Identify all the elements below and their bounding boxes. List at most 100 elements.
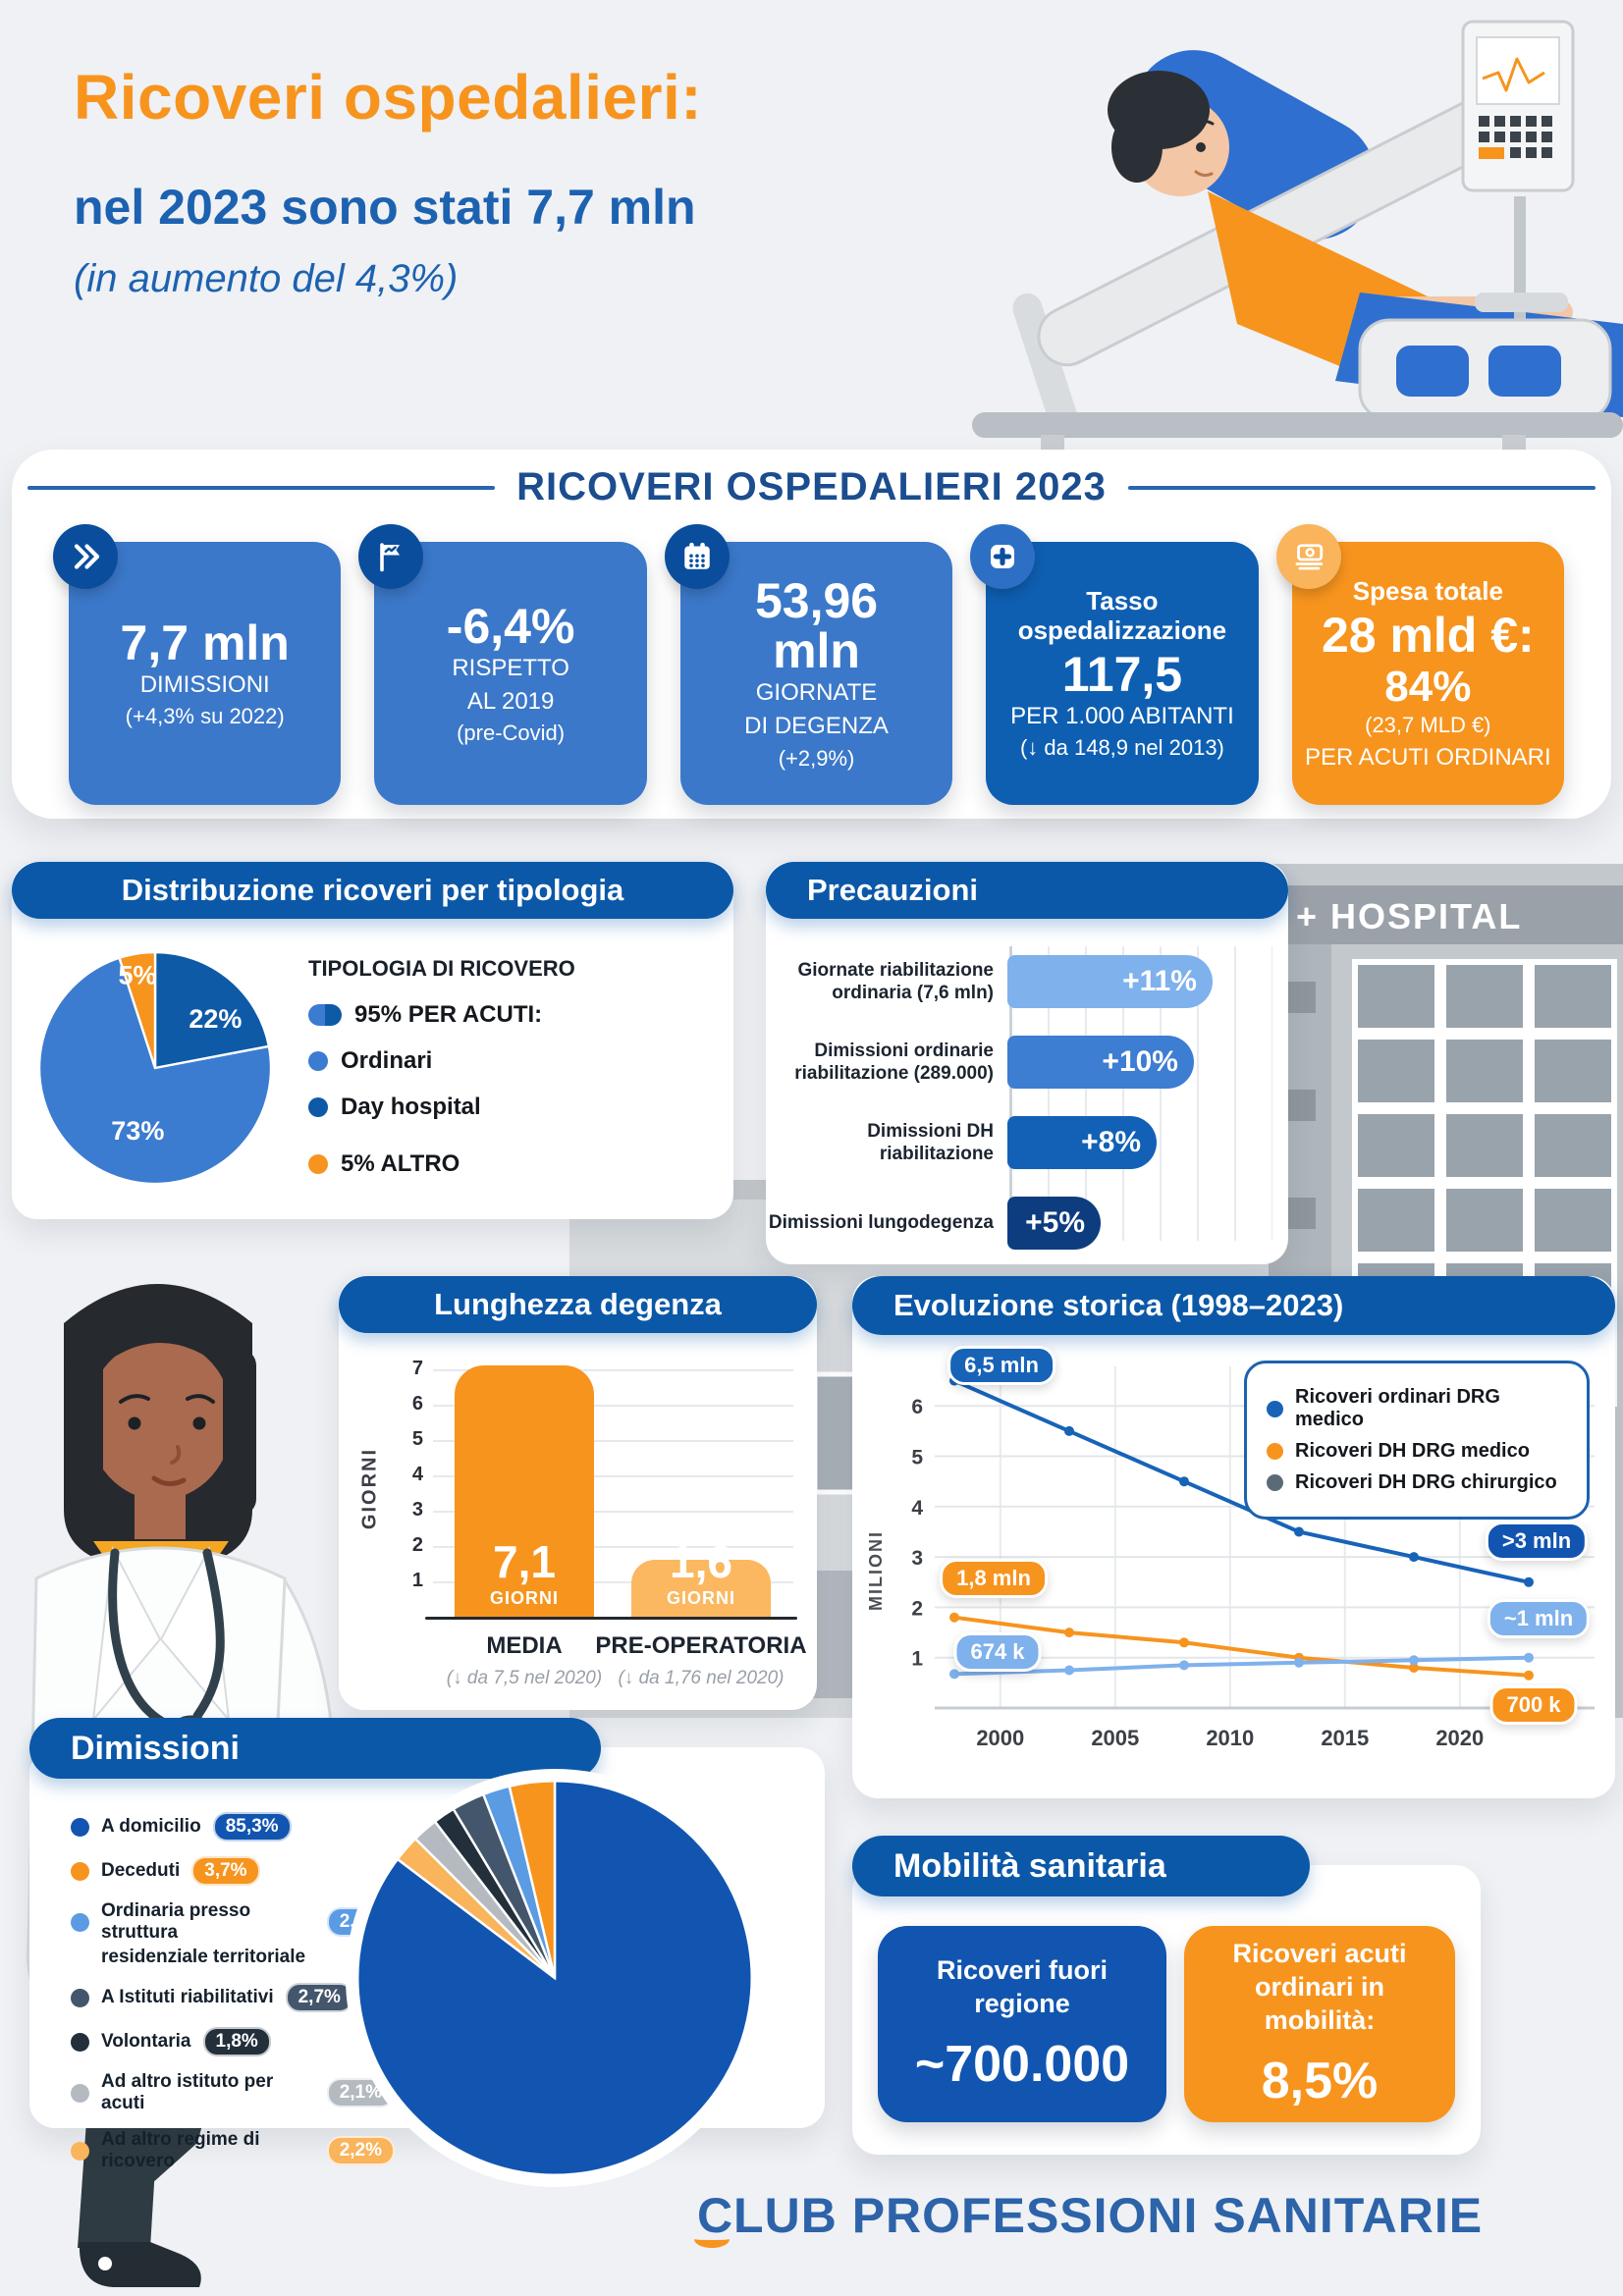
stat-card-line: PER ACUTI ORDINARI — [1304, 743, 1551, 771]
typology-legend-label: Ordinari — [341, 1047, 433, 1074]
dimissioni-legend-item: A Istituti riabilitativi 2,7% — [71, 1983, 395, 2012]
stat-card-line: RISPETTO — [452, 654, 569, 681]
stat-card-value: 53,96 mln — [754, 573, 879, 679]
lunghezza-bar-chart: 1 2 3 4 5 6 7 GIORNI 7,1 GIORNI MEDIA (↓ da 7,5 nel… — [339, 1276, 817, 1710]
mobilita-stat-value: 8,5% — [1261, 2052, 1379, 2109]
lunghezza-ytick: 3 — [411, 1499, 423, 1521]
footer-logo-first-letter: C — [693, 2188, 734, 2248]
lunghezza-ylabel: GIORNI — [358, 1447, 381, 1530]
evoluzione-annotation: 674 k — [953, 1632, 1042, 1673]
stat-card: Spesa totale 28 mld €: 84% (23,7 MLD €) PER … — [1275, 524, 1565, 805]
lunghezza-bar-value: 1,6 — [670, 1536, 732, 1587]
typology-legend-item: Ordinari — [308, 1047, 711, 1075]
typology-legend-title: TIPOLOGIA DI RICOVERO — [308, 956, 575, 981]
precauzioni-bar-chart: Giornate riabilitazione ordinaria (7,6 ml… — [766, 934, 1288, 1256]
typology-legend-item: Day hospital — [308, 1094, 711, 1121]
evoluzione-card: Evoluzione storica (1998–2023) 2000 2005 2… — [852, 1276, 1615, 1798]
evoluzione-legend: Ricoveri ordinari DRG medico Ricoveri DH … — [1244, 1361, 1590, 1520]
pie-slice-label: 5% — [118, 960, 156, 989]
x-tick-label: 2015 — [1321, 1726, 1369, 1750]
lunghezza-axis — [425, 1617, 797, 1620]
evoluzione-legend-label: Ricoveri DH DRG medico — [1295, 1440, 1530, 1462]
y-tick-label: 4 — [911, 1497, 923, 1520]
stat-card-value: -6,4% — [446, 598, 575, 654]
stat-card-line: (+4,3% su 2022) — [125, 704, 285, 729]
series-point — [949, 1669, 959, 1680]
lunghezza-gridline — [433, 1581, 793, 1583]
evoluzione-card-header: Evoluzione storica (1998–2023) — [852, 1276, 1615, 1335]
stat-card: Tasso ospedalizzazione 117,5 PER 1.000 ABI… — [970, 524, 1259, 805]
dimissioni-legend-label: Ad altro regime di ricovero — [101, 2129, 260, 2171]
lunghezza-bar-value: 7,1 — [493, 1536, 556, 1587]
lunghezza-bar-unit: GIORNI — [489, 1588, 559, 1608]
evoluzione-legend-item: Ricoveri ordinari DRG medico — [1267, 1386, 1567, 1431]
y-tick-label: 3 — [911, 1547, 923, 1570]
dimissioni-value-badge: 1,8% — [202, 2027, 271, 2056]
series-point — [1294, 1657, 1304, 1668]
lunghezza-category: PRE-OPERATORIA — [595, 1632, 807, 1659]
legend-dot-icon — [1267, 1474, 1283, 1491]
precauzioni-card-header: Precauzioni — [766, 862, 1288, 919]
lunghezza-gridline — [433, 1511, 793, 1513]
legend-dot-icon — [1267, 1443, 1283, 1460]
lunghezza-gridline — [433, 1546, 793, 1548]
dimissioni-legend-item: Ad altro istituto per acuti 2,1% — [71, 2071, 395, 2114]
stat-card-line: (pre-Covid) — [457, 721, 566, 746]
legend-dot-icon — [71, 1912, 89, 1932]
flag-chart-icon — [358, 524, 424, 589]
series-line — [952, 1615, 1531, 1678]
pie-slice — [153, 950, 271, 1070]
evoluzione-legend-item: Ricoveri DH DRG chirurgico — [1267, 1471, 1567, 1494]
dimissioni-section: Dimissioni A domicilio 85,3% Deceduti 3,7% O… — [29, 1718, 825, 2209]
dimissioni-legend-item: Ordinaria presso struttura2,2% — [71, 1900, 395, 1944]
lunghezza-bar: 7,1 GIORNI — [455, 1365, 594, 1617]
typology-legend-label: Day hospital — [341, 1094, 481, 1120]
precauzioni-bar: +11% — [1007, 955, 1213, 1008]
typology-legend-item: 95% PER ACUTI: — [308, 1001, 711, 1029]
lunghezza-gridline — [433, 1475, 793, 1477]
footer-logo: CLUB PROFESSIONI SANITARIE — [693, 2188, 1484, 2248]
page-subtitle: nel 2023 sono stati 7,7 mln — [74, 180, 696, 235]
x-tick-label: 2010 — [1206, 1726, 1254, 1750]
evoluzione-annotation: 6,5 mln — [947, 1345, 1055, 1385]
legend-dot-icon — [71, 2032, 89, 2052]
stat-card-value: 7,7 mln — [120, 614, 290, 670]
lunghezza-ytick: 5 — [411, 1428, 423, 1450]
dimissioni-legend-label: A Istituti riabilitativi — [101, 1987, 274, 2007]
dimissioni-legend-item: Volontaria 1,8% — [71, 2027, 395, 2056]
series-point — [1064, 1425, 1074, 1436]
mobilita-stat-card: Ricoveri fuori regione ~700.000 — [878, 1926, 1166, 2122]
x-tick-label: 2005 — [1091, 1726, 1139, 1750]
lunghezza-gridline — [433, 1440, 793, 1442]
series-point — [949, 1612, 959, 1623]
medical-cross-icon — [970, 524, 1036, 589]
pie-slice-label: 22% — [189, 1004, 242, 1034]
precauzioni-row: Dimissioni lungodegenza +5% — [766, 1188, 1288, 1258]
evoluzione-line-chart: 2000 2005 2010 2015 2020 1 2 3 4 5 6 MILIONI 6,5 mln… — [852, 1345, 1615, 1798]
evoluzione-annotation: 700 k — [1489, 1684, 1578, 1725]
pie-slice — [508, 1780, 557, 1979]
series-point — [1179, 1660, 1189, 1671]
typology-legend-label: 5% ALTRO — [341, 1150, 460, 1177]
stat-card: 53,96 mln GIORNATE DI DEGENZA (+2,9%) — [664, 524, 953, 805]
stat-card-title: Tasso ospedalizzazione — [1017, 585, 1227, 645]
banner-line-left — [27, 485, 496, 490]
stat-card-line: AL 2019 — [466, 687, 555, 715]
series-point — [1524, 1670, 1534, 1681]
precauzioni-bar: +8% — [1007, 1116, 1157, 1169]
series-line — [952, 1378, 1531, 1584]
series-point — [1179, 1476, 1189, 1487]
series-point — [1294, 1526, 1304, 1537]
dimissioni-legend-label: Ordinaria presso struttura — [101, 1900, 251, 1943]
dimissioni-value-badge: 2,1% — [326, 2078, 395, 2108]
series-line — [952, 1655, 1531, 1677]
lunghezza-ytick: 1 — [411, 1570, 423, 1591]
typology-pie-chart: 22% 73% 5% — [31, 944, 279, 1192]
lunghezza-bar-unit: GIORNI — [666, 1588, 735, 1608]
typology-legend: TIPOLOGIA DI RICOVERO 95% PER ACUTI: Ordin… — [308, 956, 711, 1197]
mobilita-stat-value: ~700.000 — [914, 2035, 1130, 2093]
dual-color-swatch-icon — [308, 1004, 342, 1026]
mobilita-stat-card: Ricoveri acuti ordinari in mobilità: 8,5% — [1184, 1926, 1455, 2122]
lunghezza-gridline — [433, 1369, 793, 1371]
